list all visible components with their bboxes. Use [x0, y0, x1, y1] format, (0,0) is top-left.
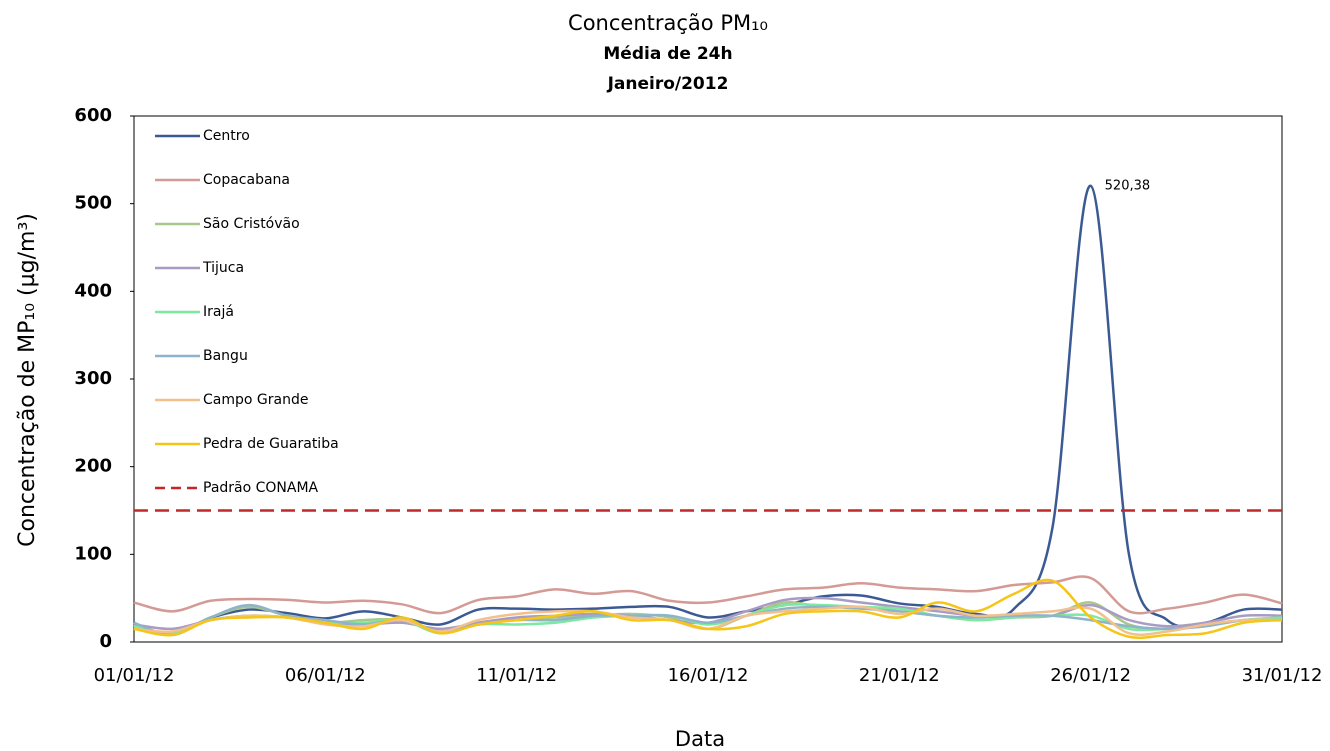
- legend-label: Copacabana: [203, 172, 290, 188]
- legend-label: Tijuca: [202, 260, 244, 276]
- x-tick-label: 26/01/12: [1050, 665, 1131, 686]
- x-tick-label: 21/01/12: [859, 665, 940, 686]
- legend-label: São Cristóvão: [203, 216, 300, 232]
- x-tick-label: 01/01/12: [94, 665, 175, 686]
- y-tick-label: 100: [74, 543, 112, 564]
- chart-title: Concentração PM₁₀: [568, 11, 768, 35]
- x-tick-label: 06/01/12: [285, 665, 366, 686]
- y-tick-label: 600: [74, 105, 112, 126]
- chart-subtitle: Janeiro/2012: [607, 74, 729, 94]
- series-line: [133, 578, 1283, 640]
- y-axis-label: Concentração de MP₁₀ (µg/m³): [15, 213, 40, 547]
- y-tick-label: 500: [74, 193, 112, 214]
- legend-label: Bangu: [203, 348, 248, 364]
- legend-label: Irajá: [203, 304, 234, 320]
- y-tick-label: 0: [99, 631, 112, 652]
- series-line: [210, 184, 1283, 628]
- data-label: 520,38: [1105, 178, 1151, 193]
- plot-frame: [133, 115, 1283, 643]
- x-tick-label: 16/01/12: [668, 665, 749, 686]
- y-tick-label: 200: [74, 456, 112, 477]
- legend-label: Centro: [203, 128, 250, 144]
- series-line: [133, 575, 1283, 615]
- x-axis-label: Data: [675, 727, 725, 751]
- y-tick-label: 400: [74, 280, 112, 301]
- legend-label: Campo Grande: [203, 392, 308, 408]
- x-tick-label: 11/01/12: [476, 665, 557, 686]
- series-line: [133, 603, 1283, 637]
- legend-label: Padrão CONAMA: [203, 480, 319, 496]
- y-tick-label: 300: [74, 368, 112, 389]
- chart-subtitle: Média de 24h: [603, 44, 732, 64]
- x-tick-label: 31/01/12: [1242, 665, 1323, 686]
- legend-label: Pedra de Guaratiba: [203, 436, 339, 452]
